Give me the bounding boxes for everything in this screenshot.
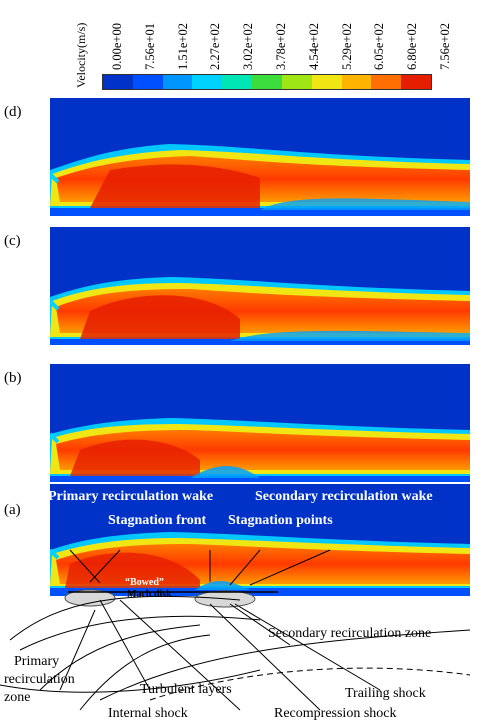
colorbar-tick: 5.29e+02 xyxy=(324,0,354,72)
colorbar-tick-label: 6.05e+02 xyxy=(372,23,387,70)
colorbar-tick-label: 7.56e+02 xyxy=(438,23,452,70)
colorbar-swatch xyxy=(266,75,282,89)
colorbar-tick: 0.00e+00 xyxy=(94,0,124,72)
colorbar-swatch xyxy=(386,75,402,89)
colorbar-swatch xyxy=(207,75,223,89)
panel-a-field xyxy=(50,484,470,596)
colorbar-swatch xyxy=(311,75,327,89)
annot-trailing-shock: Trailing shock xyxy=(345,686,426,701)
colorbar-tick-label: 5.29e+02 xyxy=(339,23,354,70)
colorbar-tick-label: 2.27e+02 xyxy=(208,23,223,70)
colorbar-tick-label: 3.78e+02 xyxy=(274,23,288,70)
colorbar-swatch xyxy=(281,75,297,89)
panel-label-c: (c) xyxy=(4,233,21,249)
colorbar-tick: 3.78e+02 xyxy=(258,0,288,72)
colorbar-tick: 6.80e+02 xyxy=(389,0,419,72)
colorbar-tick: 6.05e+02 xyxy=(356,0,386,72)
schematic-lines xyxy=(0,549,471,711)
colorbar-tick: 7.56e+02 xyxy=(422,0,452,72)
colorbar-tick-label: 1.51e+02 xyxy=(175,23,190,70)
panel-label-d: (d) xyxy=(4,104,22,120)
colorbar-swatch xyxy=(192,75,208,89)
colorbar-swatch xyxy=(103,75,118,89)
velocity-colorbar xyxy=(102,74,432,90)
colorbar-tick: 7.56e+01 xyxy=(127,0,157,72)
annot-internal-shock: Internal shock xyxy=(108,706,188,721)
colorbar-swatch xyxy=(371,75,387,89)
colorbar-swatch xyxy=(252,75,267,89)
colorbar-swatch xyxy=(237,75,253,89)
colorbar-title-text: Velocity(m/s) xyxy=(74,22,88,88)
colorbar-tick: 4.54e+02 xyxy=(291,0,321,72)
colorbar-swatch xyxy=(162,75,178,89)
colorbar-tick: 2.27e+02 xyxy=(192,0,222,72)
annot-recompression-shock: Recompression shock xyxy=(274,706,397,721)
panel-b xyxy=(50,364,470,482)
colorbar-swatch xyxy=(401,75,417,89)
annot-primary-zone-3: zone xyxy=(4,690,31,705)
colorbar-swatch xyxy=(132,75,148,89)
colorbar-tick-label: 6.80e+02 xyxy=(405,23,420,70)
colorbar-swatch xyxy=(326,75,342,89)
colorbar-swatch xyxy=(356,75,372,89)
colorbar-swatch xyxy=(117,75,133,89)
colorbar-swatch xyxy=(222,75,238,89)
annot-mach-disk: Mach disk xyxy=(127,589,172,600)
colorbar-swatch xyxy=(296,75,312,89)
annot-secondary-wake: Secondary recirculation wake xyxy=(255,489,433,504)
colorbar-tick: 1.51e+02 xyxy=(160,0,190,72)
panel-c-field xyxy=(50,227,470,345)
panel-d-field xyxy=(50,98,470,216)
colorbar-title: Velocity(m/s) xyxy=(40,0,88,92)
panel-c xyxy=(50,227,470,345)
annot-primary-zone-2: recirculation xyxy=(4,672,75,687)
colorbar-swatch xyxy=(341,75,357,89)
colorbar-tick-label: 3.02e+02 xyxy=(241,23,256,70)
panel-a xyxy=(50,484,470,596)
annot-stagnation-points: Stagnation points xyxy=(228,513,333,528)
panel-b-field xyxy=(50,364,470,482)
panel-d xyxy=(50,98,470,216)
annot-primary-zone-1: Primary xyxy=(14,654,60,669)
colorbar-swatch xyxy=(147,75,163,89)
annot-turbulent-layers: Turbulent layers xyxy=(140,682,232,697)
colorbar-tick-label: 0.00e+00 xyxy=(110,23,124,70)
colorbar-tick-label: 4.54e+02 xyxy=(306,23,321,70)
colorbar-tick: 3.02e+02 xyxy=(225,0,255,72)
colorbar-tick-label: 7.56e+01 xyxy=(142,23,157,70)
colorbar-swatch xyxy=(416,75,431,89)
annot-bowed: “Bowed” xyxy=(125,577,164,588)
panel-label-a: (a) xyxy=(4,502,21,518)
annot-stagnation-front: Stagnation front xyxy=(108,513,207,528)
annot-primary-wake: Primary recirculation wake xyxy=(48,489,214,504)
panel-label-b: (b) xyxy=(4,370,22,386)
annot-secondary-zone: Secondary recirculation zone xyxy=(268,626,432,641)
colorbar-swatch xyxy=(177,75,193,89)
